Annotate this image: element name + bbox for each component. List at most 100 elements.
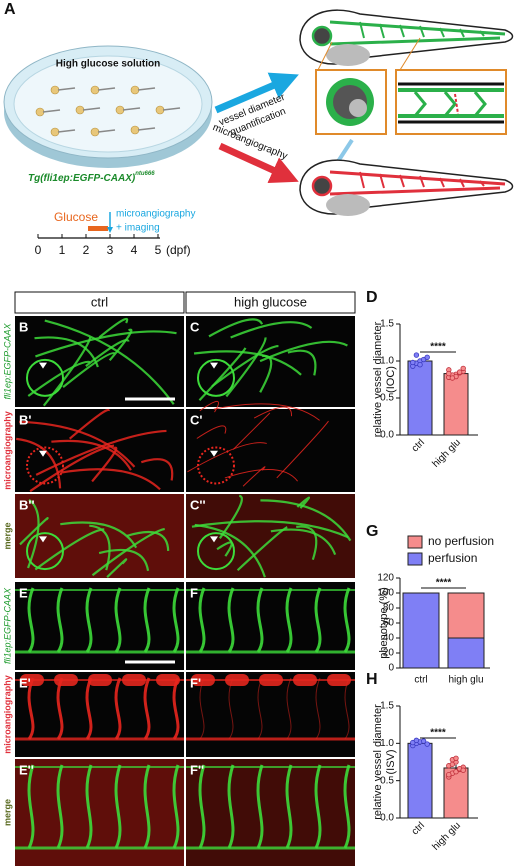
panel-label: E bbox=[19, 585, 28, 600]
vessel bbox=[85, 339, 130, 367]
vessel bbox=[285, 587, 293, 653]
column-label: high glucose bbox=[234, 294, 307, 309]
y-axis-label: relative vessel diameter bbox=[372, 321, 384, 437]
y-tick-label: 120 bbox=[377, 573, 394, 584]
eye-vessel bbox=[197, 358, 235, 397]
arrowhead bbox=[210, 450, 218, 457]
vessel bbox=[44, 319, 175, 405]
data-point bbox=[460, 767, 466, 773]
bar-segment bbox=[402, 592, 440, 669]
vessel bbox=[126, 531, 170, 552]
vessel bbox=[27, 677, 35, 740]
side-label: microangiography bbox=[2, 411, 12, 490]
y-tick-label: 1.5 bbox=[380, 319, 394, 330]
y-tick-label: 1.0 bbox=[380, 738, 394, 749]
data-point bbox=[420, 738, 427, 744]
panel-label: C bbox=[190, 319, 200, 334]
column-header bbox=[185, 291, 356, 314]
side-label: microangiography bbox=[2, 675, 12, 754]
x-tick-label: high glu bbox=[430, 437, 463, 470]
vessel bbox=[315, 677, 321, 740]
vessel bbox=[56, 587, 64, 653]
readout-label: microangiography bbox=[116, 209, 196, 220]
micrograph bbox=[15, 408, 184, 493]
x-tick-label: ctrl bbox=[414, 675, 427, 686]
vessel bbox=[98, 548, 150, 572]
bar-segment bbox=[447, 592, 485, 639]
data-point bbox=[413, 352, 420, 358]
vessel bbox=[193, 350, 302, 376]
y-tick-label: 0.5 bbox=[380, 393, 394, 404]
vessel bbox=[314, 764, 322, 849]
fish-schematic bbox=[299, 9, 514, 135]
arrowhead bbox=[39, 362, 47, 369]
panel-label: B' bbox=[19, 412, 31, 427]
vessel bbox=[91, 446, 118, 483]
data-point bbox=[456, 369, 463, 375]
vessel bbox=[218, 494, 243, 539]
y-tick-label: 1.0 bbox=[380, 356, 394, 367]
timeline-label: 3 bbox=[107, 243, 114, 257]
timeline-label: 5 bbox=[155, 243, 162, 257]
timeline-label: 0 bbox=[35, 243, 42, 257]
y-tick-label: 60 bbox=[383, 618, 395, 629]
vessel bbox=[114, 764, 122, 849]
micrograph bbox=[186, 672, 355, 757]
micrograph-bg bbox=[186, 672, 355, 757]
vessel bbox=[143, 587, 151, 653]
dish-label: High glucose solution bbox=[56, 59, 160, 70]
micrograph bbox=[15, 316, 184, 407]
vessel bbox=[191, 520, 349, 539]
legend-swatch bbox=[407, 552, 423, 566]
vessel bbox=[140, 458, 174, 481]
vessel bbox=[287, 349, 317, 376]
panel-label: F' bbox=[190, 675, 201, 690]
vessel bbox=[257, 677, 263, 740]
y-tick-label: 40 bbox=[383, 633, 395, 644]
side-label: fli1ep:EGFP-CAAX bbox=[2, 587, 12, 664]
vessel bbox=[68, 408, 110, 440]
eye-vessel bbox=[197, 446, 235, 485]
vessel bbox=[227, 764, 235, 849]
data-point bbox=[424, 741, 430, 747]
vessel bbox=[232, 412, 270, 450]
column-label: ctrl bbox=[91, 294, 108, 309]
vessel bbox=[108, 328, 133, 362]
vessel bbox=[114, 587, 122, 653]
vessel bbox=[256, 764, 264, 849]
y-tick-label: 0.5 bbox=[380, 775, 394, 786]
data-point bbox=[410, 359, 416, 366]
vessel bbox=[224, 469, 298, 482]
vessel bbox=[228, 677, 234, 740]
timeline-label: 2 bbox=[83, 243, 90, 257]
vessel bbox=[60, 521, 138, 549]
arrowhead bbox=[210, 536, 218, 543]
vessel bbox=[172, 764, 180, 849]
vessel bbox=[208, 318, 264, 338]
vessel bbox=[106, 558, 128, 578]
vessel bbox=[253, 406, 292, 419]
vessel bbox=[16, 437, 62, 489]
vessel bbox=[34, 528, 105, 571]
panel-label: B bbox=[19, 319, 28, 334]
vessel bbox=[172, 587, 180, 653]
vessel bbox=[225, 337, 267, 398]
panel-letter: H bbox=[366, 671, 378, 688]
arrowhead bbox=[210, 362, 218, 369]
vessel bbox=[56, 764, 64, 849]
side-label: fli1ep:EGFP-CAAX bbox=[2, 322, 12, 399]
eye-vessel bbox=[197, 532, 235, 571]
data-point bbox=[460, 365, 466, 372]
treatment-label: Glucose bbox=[54, 210, 98, 224]
fish-schematic bbox=[299, 138, 514, 216]
x-tick-label: high glu bbox=[448, 675, 483, 686]
vessel bbox=[211, 344, 279, 388]
vessel bbox=[194, 523, 266, 578]
vessel bbox=[35, 429, 167, 476]
embryos bbox=[35, 85, 181, 137]
vessel bbox=[27, 360, 91, 397]
timeline-label: 4 bbox=[131, 243, 138, 257]
significance-label: **** bbox=[430, 342, 446, 353]
